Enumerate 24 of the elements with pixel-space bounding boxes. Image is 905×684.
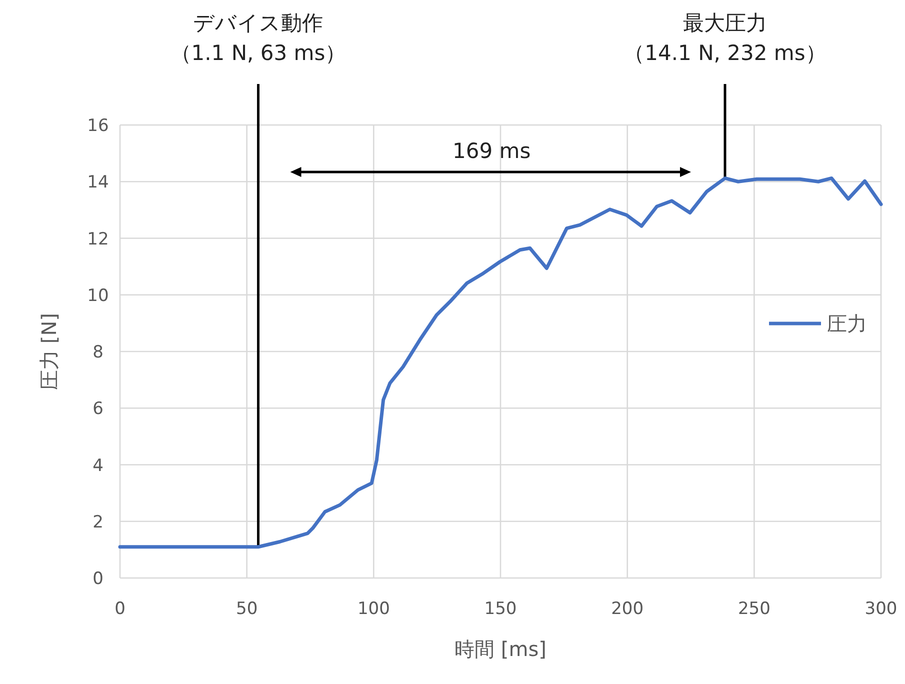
y-tick-label: 16 xyxy=(87,116,109,136)
y-tick-label: 10 xyxy=(87,286,109,306)
y-tick-label: 6 xyxy=(92,399,104,420)
ref-line-label: デバイス動作 xyxy=(193,11,324,35)
x-tick-label: 100 xyxy=(357,599,390,619)
ref-line-label: 最大圧力 xyxy=(682,11,767,35)
x-tick-label: 50 xyxy=(236,599,258,619)
text: （14.1 N, 232 ms） xyxy=(624,41,826,65)
x-tick-label: 300 xyxy=(864,599,898,619)
annotation: 169 ms xyxy=(452,139,531,163)
legend-label: 圧力 xyxy=(827,312,867,336)
x-tick-label: 150 xyxy=(484,599,517,619)
y-tick-label: 14 xyxy=(87,172,109,193)
x-axis-title: 時間 [ms] xyxy=(454,637,546,661)
y-tick-label: 8 xyxy=(92,342,104,362)
text: （1.1 N, 63 ms） xyxy=(170,41,346,65)
x-tick-label: 200 xyxy=(611,599,644,619)
y-tick-label: 0 xyxy=(92,569,104,589)
y-axis-title: 圧力 [N] xyxy=(37,313,61,390)
y-tick-label: 2 xyxy=(92,512,104,532)
y-tick-label: 12 xyxy=(87,229,109,250)
x-tick-label: 250 xyxy=(738,599,770,619)
y-tick-label: 4 xyxy=(92,456,104,476)
x-tick-label: 0 xyxy=(114,599,126,619)
